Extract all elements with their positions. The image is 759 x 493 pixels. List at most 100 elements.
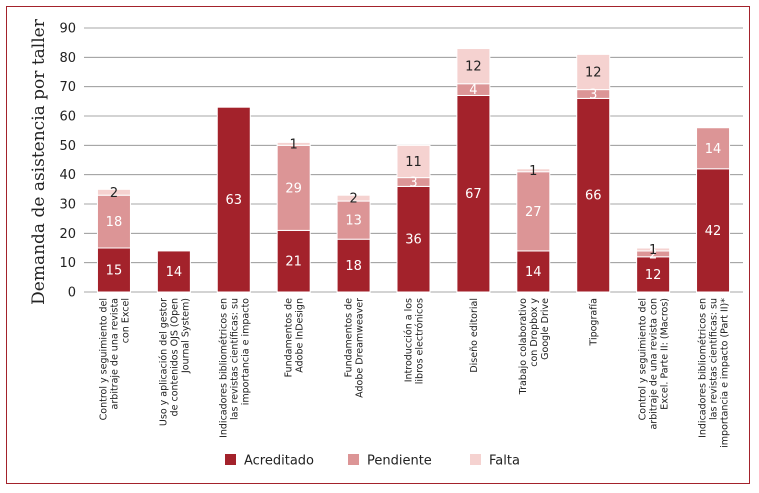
bar-value-label: 4 xyxy=(469,83,477,98)
x-category-label: Journal System) xyxy=(180,298,191,374)
legend-label: Pendiente xyxy=(367,454,432,469)
x-category-label: Excel. Parte II: (Macros) xyxy=(660,298,671,410)
bar-value-label: 1 xyxy=(529,164,537,179)
x-category-label: arbitraje de una revista con xyxy=(649,298,660,430)
data-labels: 1518214632129118132363116741214271663121… xyxy=(106,60,722,283)
bar-value-label: 42 xyxy=(705,224,722,239)
y-tick-label: 70 xyxy=(59,80,76,95)
y-tick-label: 0 xyxy=(68,286,76,301)
bar-pendiente xyxy=(96,194,131,249)
x-category-label: las revistas científicas: su xyxy=(229,298,240,420)
x-axis: Control y seguimiento del arbitraje de un… xyxy=(98,298,730,448)
bar-value-label: 2 xyxy=(110,186,118,201)
bar-value-label: 2 xyxy=(649,247,657,262)
bar-falta xyxy=(396,144,431,179)
legend-label: Acreditado xyxy=(244,454,314,469)
bar-acreditado xyxy=(576,97,611,293)
bar-value-label: 2 xyxy=(349,192,357,207)
x-category-label: de contenidos OJS (Open xyxy=(169,298,180,416)
x-category-label: Trabajo colaborativo xyxy=(518,298,529,396)
x-category-label: Control y seguimiento del xyxy=(638,298,649,420)
bar-falta xyxy=(636,247,671,252)
x-category-label: Indicadores bibliométricos en xyxy=(218,298,229,438)
x-category-label: arbitraje de una revista xyxy=(109,298,120,409)
bar-falta xyxy=(336,194,371,202)
x-category-label: Fundamentos de xyxy=(284,298,295,377)
bars xyxy=(96,48,731,293)
x-category-label: Introducción a los xyxy=(404,298,415,382)
bar-pendiente xyxy=(336,200,371,240)
bar-value-label: 12 xyxy=(465,60,482,75)
x-category-label: Google Drive xyxy=(540,298,551,360)
legend-swatch-pendiente xyxy=(348,454,359,465)
bar-acreditado xyxy=(276,229,311,293)
bar-value-label: 67 xyxy=(465,187,482,202)
bar-value-label: 63 xyxy=(225,193,242,208)
y-tick-label: 20 xyxy=(59,227,76,242)
y-tick-label: 30 xyxy=(59,198,76,213)
x-category-label: Adobe InDesign xyxy=(295,298,306,373)
bar-pendiente xyxy=(696,127,731,170)
bar-value-label: 36 xyxy=(405,233,422,248)
bar-falta xyxy=(576,53,611,91)
bar-falta xyxy=(456,48,491,85)
bar-falta xyxy=(516,168,551,173)
bar-value-label: 14 xyxy=(525,265,542,280)
y-tick-label: 50 xyxy=(59,139,76,154)
bar-value-label: 21 xyxy=(285,255,302,270)
bar-value-label: 14 xyxy=(166,265,183,280)
x-category-label: importancia e impacto xyxy=(240,298,251,405)
bar-value-label: 15 xyxy=(106,264,123,279)
bar-value-label: 18 xyxy=(106,215,123,230)
bar-acreditado xyxy=(156,250,191,293)
bar-value-label: 29 xyxy=(285,181,302,196)
chart-frame xyxy=(6,6,750,484)
gridlines xyxy=(84,27,743,293)
x-category-label: Fundamentos de xyxy=(344,298,355,377)
bar-pendiente xyxy=(276,144,311,231)
x-category-label: Uso y aplicación del gestor xyxy=(158,298,169,426)
x-category-label: con Excel xyxy=(120,298,131,343)
x-category-label: las revistas científicas: su xyxy=(709,298,720,420)
bar-value-label: 14 xyxy=(705,142,722,157)
bar-acreditado xyxy=(516,250,551,293)
bar-value-label: 1 xyxy=(649,243,657,258)
bar-falta xyxy=(96,188,131,196)
bar-value-label: 11 xyxy=(405,155,422,170)
x-category-label: Indicadores bibliométricos en xyxy=(698,298,709,438)
y-tick-label: 40 xyxy=(59,168,76,183)
bar-acreditado xyxy=(456,94,491,293)
legend-swatch-acreditado xyxy=(225,454,236,465)
x-category-label: importancia e impacto (Part II)* xyxy=(720,298,731,448)
bar-value-label: 3 xyxy=(589,88,597,103)
bar-value-label: 13 xyxy=(345,214,362,229)
bar-value-label: 12 xyxy=(645,268,662,283)
x-category-label: Diseño editorial xyxy=(469,298,480,373)
legend: Acreditado Pendiente Falta xyxy=(225,454,520,469)
bar-value-label: 18 xyxy=(345,259,362,274)
bar-acreditado xyxy=(96,247,131,293)
bar-value-label: 66 xyxy=(585,189,602,204)
bar-value-label: 12 xyxy=(585,66,602,81)
bar-value-label: 27 xyxy=(525,205,542,220)
x-category-label: Tipografía xyxy=(589,298,600,347)
bar-value-label: 1 xyxy=(290,137,298,152)
bar-pendiente xyxy=(516,171,551,252)
y-tick-label: 60 xyxy=(59,110,76,125)
y-tick-label: 90 xyxy=(59,22,76,37)
y-tick-label: 10 xyxy=(59,256,76,271)
y-axis-label: Demanda de asistencia por taller xyxy=(29,18,49,305)
x-category-label: Control y seguimiento del xyxy=(98,298,109,420)
bar-acreditado xyxy=(216,106,251,293)
x-category-label: libros electrónicos xyxy=(415,298,426,384)
y-axis: 0 10 20 30 40 50 60 70 80 90 Demanda de asistencia… xyxy=(29,18,76,305)
bar-value-label: 3 xyxy=(409,176,417,191)
x-category-label: con Dropbox y xyxy=(529,298,540,367)
bar-acreditado xyxy=(696,168,731,293)
bar-falta xyxy=(276,141,311,146)
bar-acreditado xyxy=(396,185,431,293)
y-tick-label: 80 xyxy=(59,51,76,66)
legend-swatch-falta xyxy=(470,454,481,465)
x-category-label: Adobe Dreamweaver xyxy=(355,298,366,398)
